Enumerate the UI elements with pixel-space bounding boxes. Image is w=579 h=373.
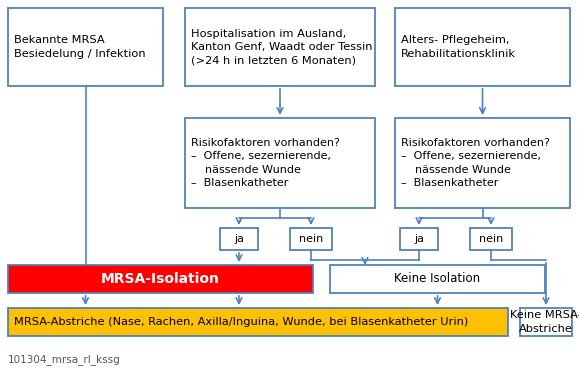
Text: nein: nein bbox=[299, 234, 323, 244]
Text: Risikofaktoren vorhanden?
–  Offene, sezernierende,
    nässende Wunde
–  Blasen: Risikofaktoren vorhanden? – Offene, seze… bbox=[191, 138, 340, 188]
Bar bbox=[290, 228, 332, 250]
Text: MRSA-Abstriche (Nase, Rachen, Axilla/Inguina, Wunde, bei Blasenkatheter Urin): MRSA-Abstriche (Nase, Rachen, Axilla/Ing… bbox=[0, 372, 1, 373]
Text: MRSA-Abstriche (Nase, Rachen, Axilla/Inguina, Wunde, bei Blasenkatheter Urin): MRSA-Abstriche (Nase, Rachen, Axilla/Ing… bbox=[14, 317, 468, 327]
Text: Keine Isolation: Keine Isolation bbox=[394, 273, 481, 285]
Bar bbox=[395, 8, 570, 86]
Text: Bekannte MRSA
Besiedelung / Infektion: Bekannte MRSA Besiedelung / Infektion bbox=[14, 35, 146, 59]
Bar bbox=[330, 265, 545, 293]
Text: ja: ja bbox=[414, 234, 424, 244]
Text: Hospitalisation im Ausland,
Kanton Genf, Waadt oder Tessin
(>24 h in letzten 6 M: Hospitalisation im Ausland, Kanton Genf,… bbox=[191, 29, 372, 65]
Text: Keine MRSA-
Abstriche: Keine MRSA- Abstriche bbox=[510, 310, 579, 333]
Text: Risikofaktoren vorhanden?
–  Offene, sezernierende,
    nässende Wunde
–  Blasen: Risikofaktoren vorhanden? – Offene, seze… bbox=[401, 138, 550, 188]
Text: nein: nein bbox=[479, 234, 503, 244]
Bar bbox=[395, 118, 570, 208]
Bar bbox=[8, 308, 508, 336]
Bar bbox=[8, 265, 313, 293]
Bar bbox=[400, 228, 438, 250]
Bar bbox=[185, 8, 375, 86]
Bar bbox=[470, 228, 512, 250]
Bar bbox=[185, 118, 375, 208]
Text: 101304_mrsa_rl_kssg: 101304_mrsa_rl_kssg bbox=[8, 354, 121, 365]
Text: MRSA-Isolation: MRSA-Isolation bbox=[101, 272, 220, 286]
Bar bbox=[520, 308, 572, 336]
Text: Alters- Pflegeheim,
Rehabilitationsklinik: Alters- Pflegeheim, Rehabilitationsklini… bbox=[401, 35, 516, 59]
Bar bbox=[220, 228, 258, 250]
Bar bbox=[8, 8, 163, 86]
Text: MRSA-Abstriche: MRSA-Abstriche bbox=[0, 372, 1, 373]
Text: ja: ja bbox=[234, 234, 244, 244]
